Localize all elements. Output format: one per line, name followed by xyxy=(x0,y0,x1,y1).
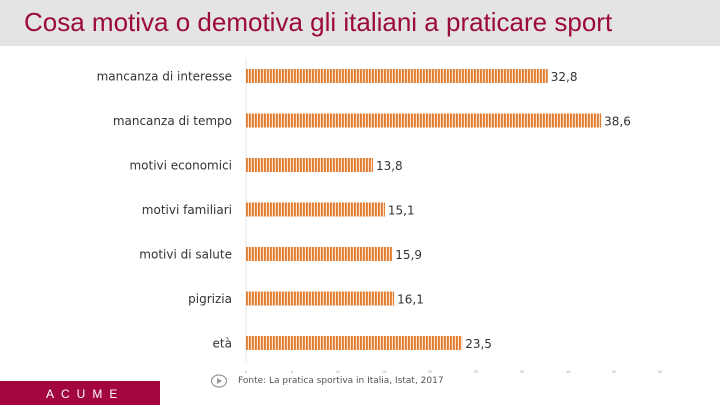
x-tick-label: 40 xyxy=(612,369,617,374)
x-tick-label: 30 xyxy=(520,369,525,374)
bar xyxy=(246,247,393,261)
bar xyxy=(246,69,548,83)
bar xyxy=(246,336,463,350)
x-tick-label: 0 xyxy=(245,369,248,374)
category-label: mancanza di tempo xyxy=(113,114,232,128)
data-label: 16,1 xyxy=(397,293,424,307)
data-label: 15,1 xyxy=(388,204,415,218)
x-tick-label: 20 xyxy=(428,369,433,374)
x-tick-label: 45 xyxy=(658,369,663,374)
acume-logo: ACUME xyxy=(0,381,160,405)
source-note: Fonte: La pratica sportiva in Italia, Is… xyxy=(238,376,444,386)
data-label: 32,8 xyxy=(551,70,578,84)
bar xyxy=(246,113,602,128)
x-tick-label: 5 xyxy=(291,369,294,374)
x-tick-label: 35 xyxy=(566,369,571,374)
category-label: età xyxy=(213,337,232,351)
category-label: motivi economici xyxy=(129,159,232,173)
play-icon[interactable] xyxy=(210,374,228,388)
category-label: motivi di salute xyxy=(139,248,232,262)
x-tick-label: 15 xyxy=(382,369,387,374)
x-tick-label: 25 xyxy=(474,369,479,374)
data-label: 13,8 xyxy=(376,159,403,173)
bar xyxy=(246,291,395,306)
x-tick-label: 10 xyxy=(336,369,341,374)
category-label: pigrizia xyxy=(188,292,232,306)
category-label: mancanza di interesse xyxy=(97,70,232,84)
data-label: 23,5 xyxy=(465,337,492,351)
bar xyxy=(246,158,373,172)
header-band xyxy=(0,0,720,46)
data-label: 38,6 xyxy=(604,115,631,129)
category-label: motivi familiari xyxy=(142,203,232,217)
bar xyxy=(246,202,385,217)
slide-title: Cosa motiva o demotiva gli italiani a pr… xyxy=(24,7,613,37)
data-label: 15,9 xyxy=(395,248,422,262)
